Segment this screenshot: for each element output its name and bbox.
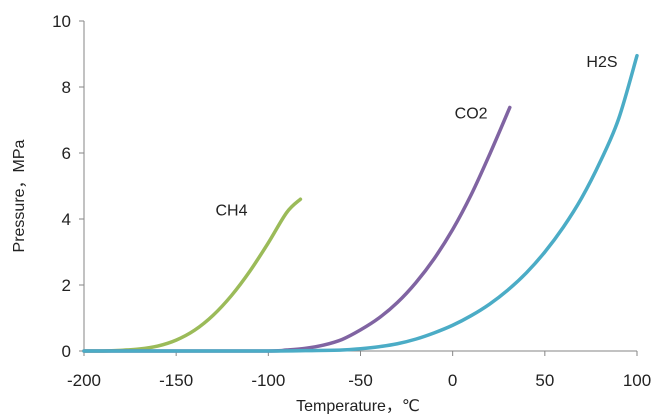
y-axis-label: Pressure，MPa bbox=[11, 139, 28, 252]
x-tick-label: 50 bbox=[535, 371, 554, 390]
x-tick-label: -50 bbox=[348, 371, 373, 390]
series-label-ch4: CH4 bbox=[215, 203, 247, 220]
y-tick-label: 10 bbox=[52, 12, 71, 31]
x-axis-label: Temperature，℃ bbox=[296, 398, 420, 414]
x-tick-label: 100 bbox=[623, 371, 651, 390]
series-line-co2 bbox=[82, 105, 512, 353]
series-label-co2: CO2 bbox=[455, 105, 488, 122]
y-tick-label: 0 bbox=[62, 342, 71, 361]
y-tick-label: 6 bbox=[62, 144, 71, 163]
x-tick-label: 0 bbox=[448, 371, 457, 390]
series-lines bbox=[82, 53, 639, 353]
series-labels: CH4 CO2 H2S bbox=[215, 54, 617, 220]
series-line-ch4 bbox=[82, 197, 303, 353]
x-tick-label: -200 bbox=[67, 371, 101, 390]
series-label-h2s: H2S bbox=[586, 54, 617, 71]
x-tick-label: -100 bbox=[251, 371, 285, 390]
axes bbox=[79, 20, 638, 356]
tick-labels: 0 2 4 6 8 10 -200 -150 -100 -50 0 50 100 bbox=[52, 12, 651, 390]
y-tick-label: 2 bbox=[62, 276, 71, 295]
y-tick-label: 8 bbox=[62, 78, 71, 97]
series-line-h2s bbox=[82, 53, 639, 353]
y-tick-label: 4 bbox=[62, 210, 71, 229]
x-tick-label: -150 bbox=[159, 371, 193, 390]
